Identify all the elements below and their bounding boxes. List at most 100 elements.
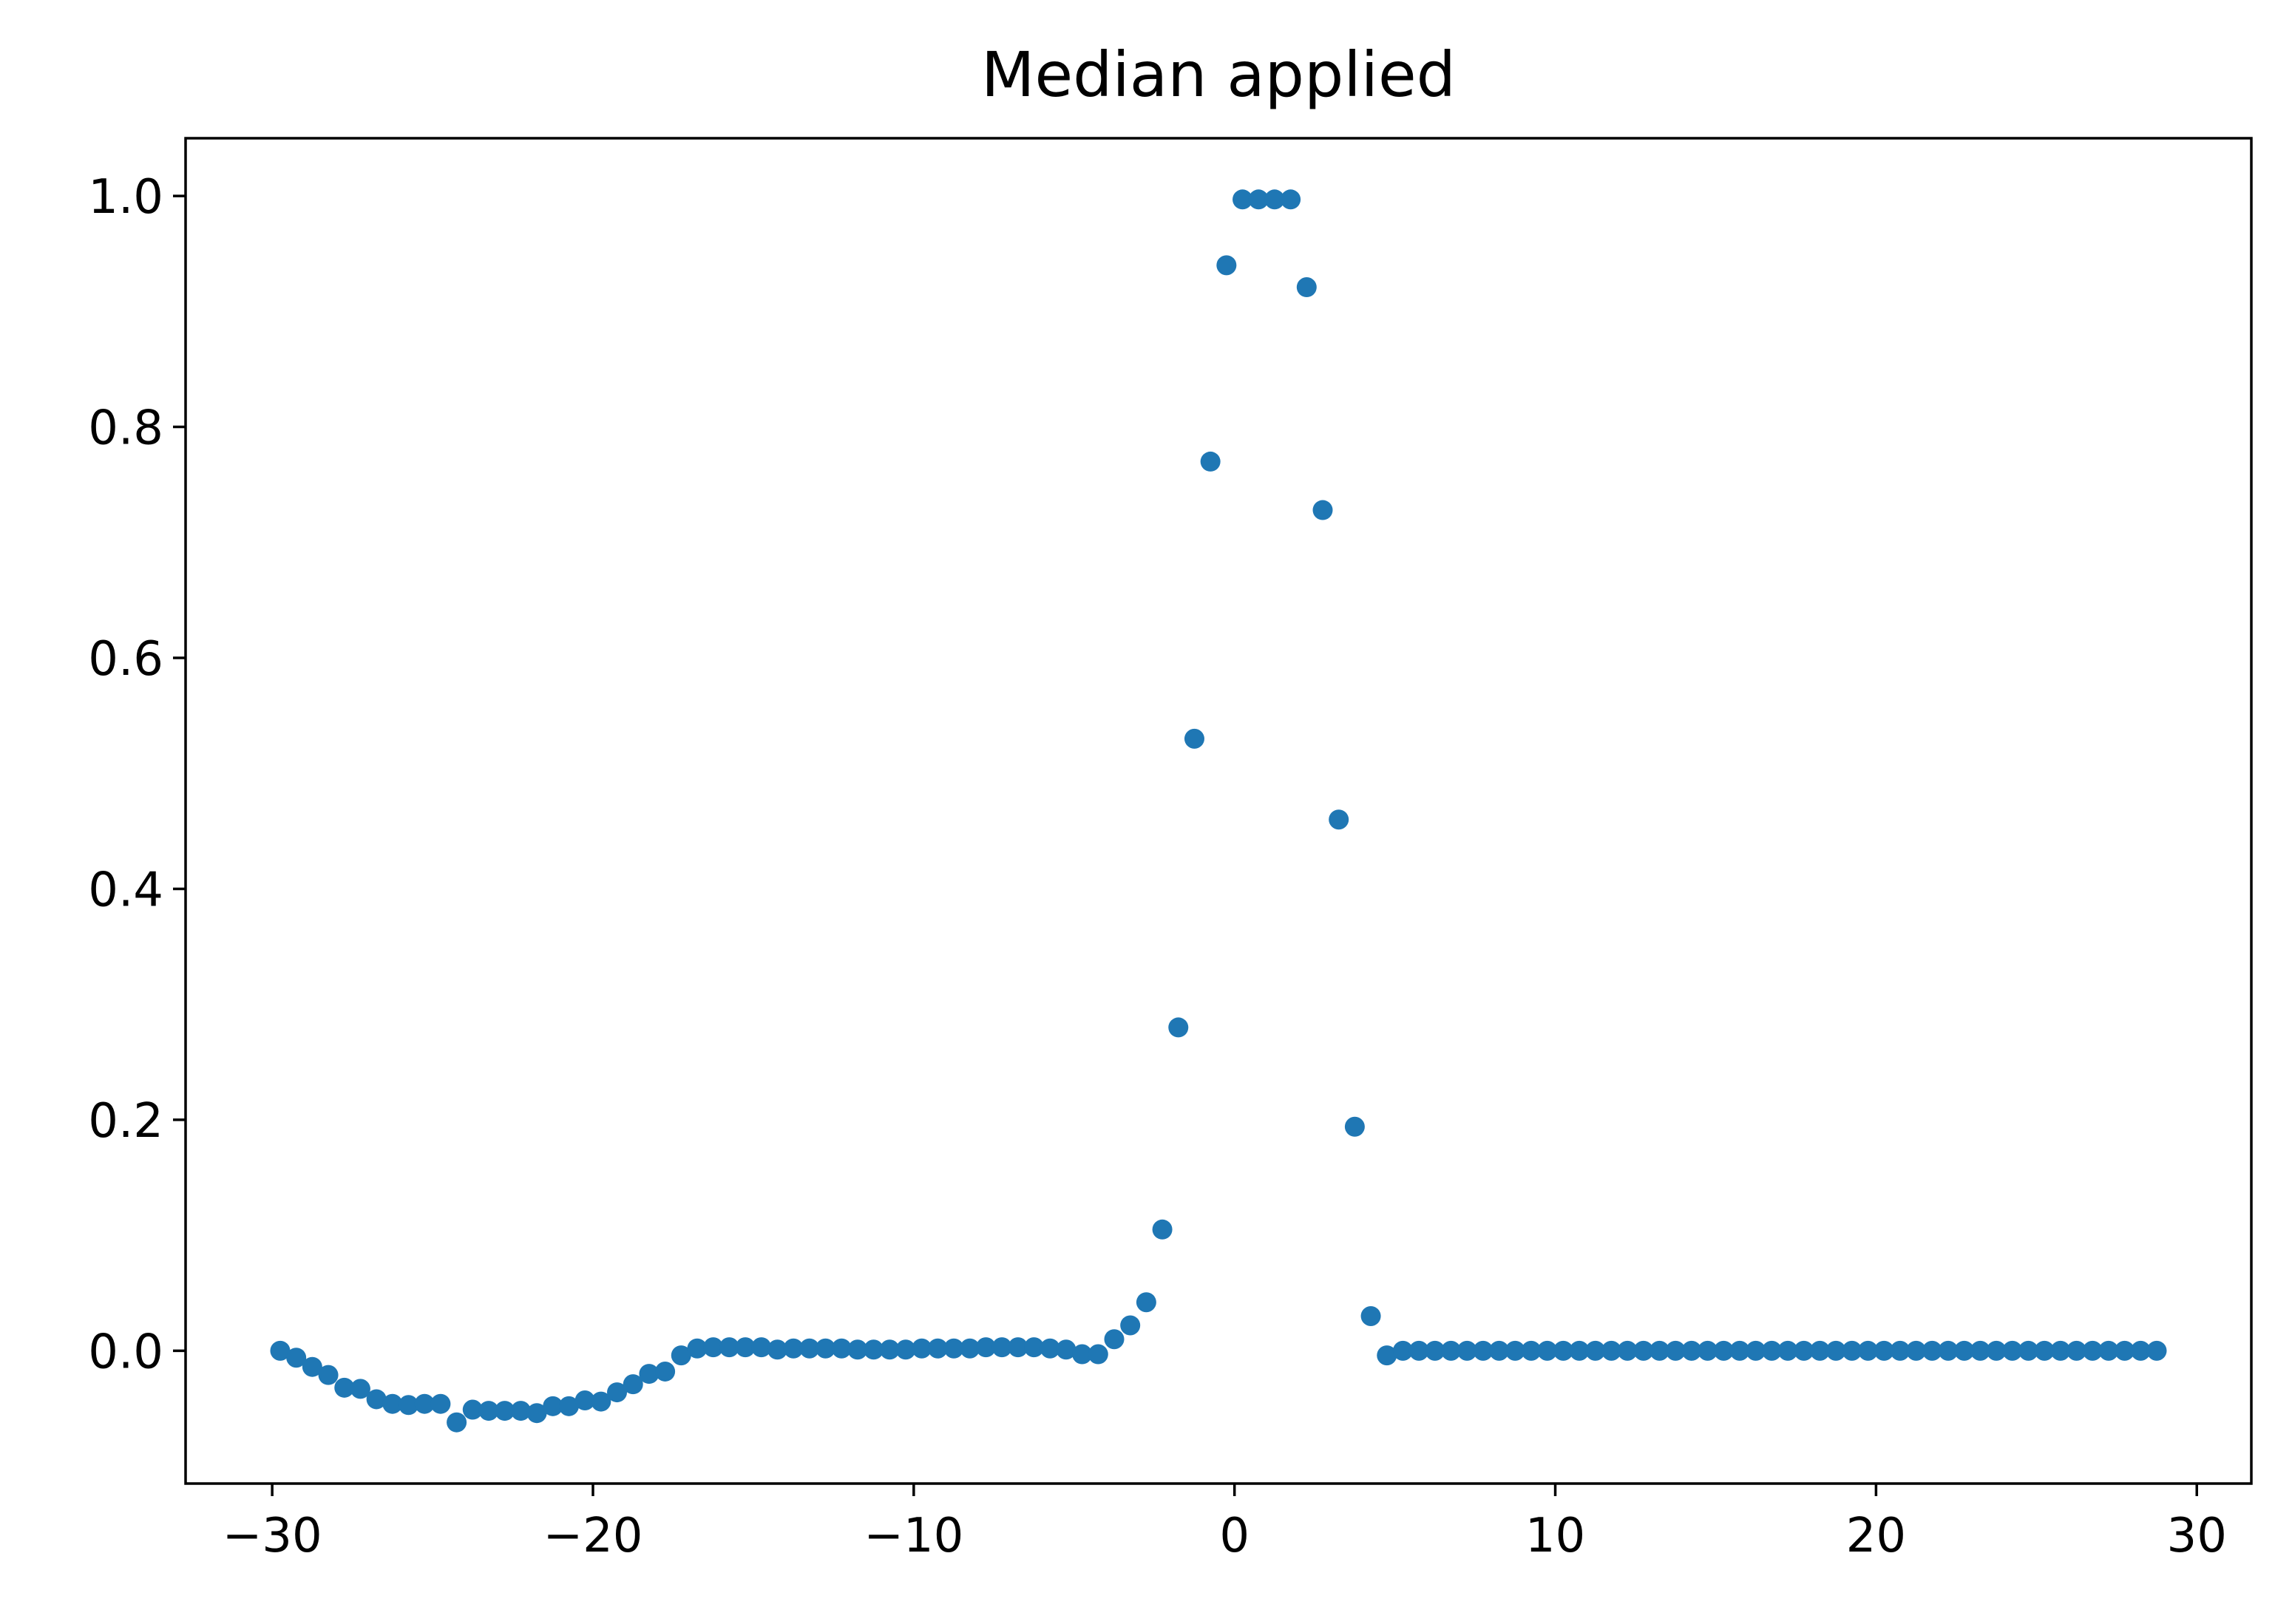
data-point — [847, 1339, 868, 1360]
data-point — [1024, 1337, 1045, 1358]
y-tick-label: 0.6 — [88, 632, 163, 687]
data-point — [399, 1395, 419, 1416]
data-point — [1809, 1340, 1830, 1361]
data-point — [1585, 1340, 1606, 1361]
data-point — [927, 1338, 948, 1359]
data-point — [879, 1339, 900, 1360]
x-tick-label: 0 — [1219, 1509, 1250, 1563]
data-point — [864, 1339, 884, 1360]
data-point — [1473, 1340, 1493, 1361]
data-point — [510, 1401, 531, 1421]
data-point — [1072, 1344, 1093, 1365]
data-point — [1650, 1340, 1670, 1361]
data-point — [655, 1361, 676, 1382]
y-axis: 0.0 0.2 0.4 0.6 0.8 1.0 — [88, 170, 186, 1379]
data-point — [1152, 1219, 1173, 1240]
data-point — [1040, 1338, 1060, 1359]
data-point — [543, 1396, 563, 1416]
data-point — [447, 1412, 467, 1433]
data-point — [1617, 1340, 1638, 1361]
data-point — [975, 1337, 996, 1358]
data-point — [591, 1391, 611, 1412]
x-tick-label: 20 — [1846, 1509, 1906, 1563]
chart-title: Median applied — [981, 38, 1456, 111]
data-point — [462, 1399, 483, 1420]
data-point — [943, 1338, 964, 1359]
y-tick-label: 0.8 — [88, 401, 163, 456]
data-point — [639, 1364, 660, 1385]
data-point — [816, 1338, 836, 1359]
data-point — [1216, 255, 1237, 276]
data-point — [1858, 1340, 1879, 1361]
data-point — [1505, 1340, 1525, 1361]
data-point — [735, 1337, 756, 1358]
data-point — [1922, 1340, 1942, 1361]
data-point — [1569, 1340, 1590, 1361]
data-point — [1665, 1340, 1686, 1361]
data-point — [1233, 189, 1253, 210]
data-point — [687, 1338, 708, 1359]
data-point — [1088, 1344, 1108, 1365]
x-tick-label: 10 — [1525, 1509, 1585, 1563]
data-point — [991, 1337, 1012, 1358]
data-point — [430, 1393, 451, 1414]
data-point — [2146, 1340, 2167, 1361]
data-point — [799, 1338, 820, 1359]
data-point — [382, 1393, 403, 1414]
data-point — [1954, 1340, 1975, 1361]
data-point — [623, 1374, 643, 1395]
data-point — [1601, 1340, 1621, 1361]
data-point — [1713, 1340, 1734, 1361]
data-point — [1312, 500, 1333, 520]
data-point — [414, 1393, 435, 1414]
data-point — [302, 1356, 322, 1377]
data-point — [1986, 1340, 2007, 1361]
data-point — [1794, 1340, 1814, 1361]
data-point — [751, 1337, 772, 1358]
data-point — [526, 1403, 547, 1424]
data-point — [334, 1377, 355, 1398]
data-point — [1360, 1305, 1381, 1326]
data-point — [286, 1348, 307, 1368]
data-point — [1489, 1340, 1510, 1361]
data-point — [1296, 277, 1317, 298]
x-tick-label: −10 — [864, 1509, 963, 1563]
data-point — [1441, 1340, 1462, 1361]
data-point — [2098, 1340, 2119, 1361]
data-point — [1777, 1340, 1798, 1361]
data-point — [1698, 1340, 1718, 1361]
x-tick-label: 30 — [2167, 1509, 2227, 1563]
data-point — [1842, 1340, 1862, 1361]
data-point — [350, 1379, 370, 1399]
data-point — [1104, 1329, 1125, 1350]
data-point — [1633, 1340, 1654, 1361]
data-point — [2002, 1340, 2023, 1361]
data-point — [574, 1390, 595, 1411]
data-point — [2034, 1340, 2055, 1361]
data-point — [1938, 1340, 1959, 1361]
data-point — [1729, 1340, 1750, 1361]
data-point — [270, 1340, 291, 1361]
data-point — [1408, 1340, 1429, 1361]
data-point — [831, 1338, 852, 1359]
data-point — [2082, 1340, 2103, 1361]
data-point — [1200, 451, 1221, 472]
x-tick-label: −20 — [543, 1509, 642, 1563]
data-point — [1120, 1315, 1141, 1336]
data-point — [767, 1339, 787, 1360]
data-point — [1248, 189, 1269, 210]
data-point — [1056, 1339, 1077, 1360]
data-point — [2066, 1340, 2087, 1361]
data-point — [895, 1339, 916, 1360]
data-point — [1425, 1340, 1445, 1361]
y-tick-label: 1.0 — [88, 170, 163, 225]
data-point — [1537, 1340, 1558, 1361]
data-point — [1874, 1340, 1894, 1361]
data-point — [1184, 728, 1204, 749]
data-point — [2130, 1340, 2151, 1361]
data-point — [1825, 1340, 1846, 1361]
data-point — [2115, 1340, 2135, 1361]
data-points — [270, 189, 2167, 1433]
data-point — [1457, 1340, 1477, 1361]
